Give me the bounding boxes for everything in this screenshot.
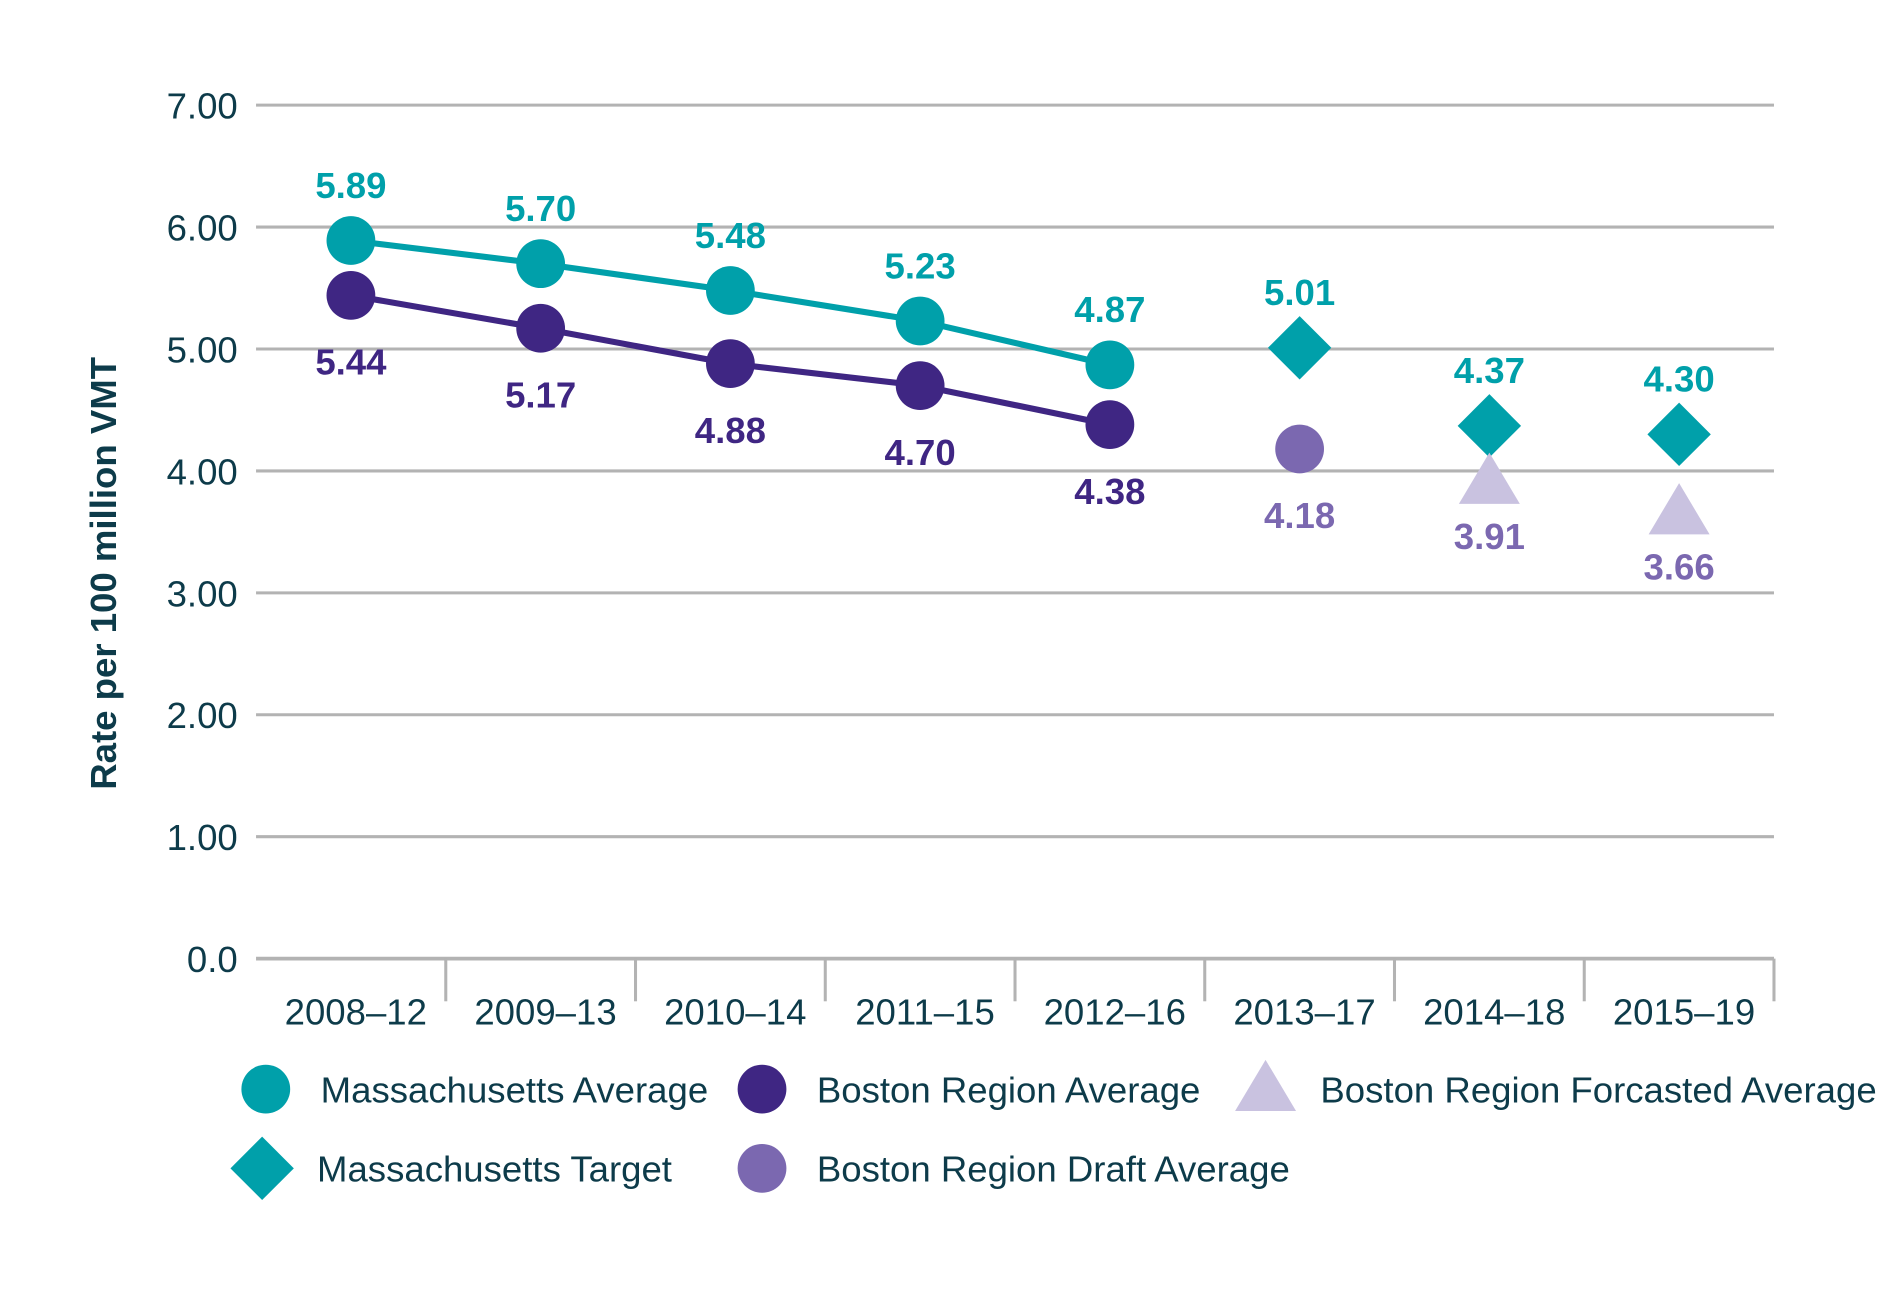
massachusetts-target-point [1647, 402, 1711, 467]
y-axis-ticks: 0.0 1.00 2.00 3.00 4.00 5.00 6.00 7.00 [167, 86, 238, 980]
massachusetts-target-data-label: 4.30 [1644, 359, 1715, 400]
boston-region-average-point [326, 270, 376, 320]
y-tick-label: 3.00 [167, 573, 238, 614]
y-tick-label: 0.0 [187, 939, 238, 980]
legend-boston-region-average-icon [737, 1064, 787, 1114]
boston-region-average-point [895, 361, 945, 410]
boston-region-forcasted-average-data-label: 3.66 [1644, 546, 1715, 587]
boston-region-average-point [706, 339, 755, 389]
massachusetts-target-data-label: 4.37 [1454, 350, 1525, 391]
x-tick-label: 2009–13 [474, 991, 616, 1032]
boston-region-average-data-label: 4.70 [885, 432, 956, 473]
y-tick-label: 7.00 [167, 86, 238, 127]
massachusetts-average-data-label: 5.70 [505, 188, 576, 229]
massachusetts-average-point [706, 266, 755, 315]
x-tick-label: 2013–17 [1233, 991, 1375, 1032]
massachusetts-average-data-label: 4.87 [1074, 289, 1145, 330]
x-tick-label: 2015–19 [1613, 991, 1755, 1032]
legend-boston-region-draft-average-label: Boston Region Draft Average [817, 1149, 1290, 1190]
boston-region-average-data-label: 5.17 [505, 375, 576, 416]
legend-boston-region-forcasted-average-label: Boston Region Forcasted Average [1320, 1069, 1876, 1110]
data-labels: 5.89 5.70 5.48 5.23 4.87 5.44 5.17 4.88 4.70 4.38… [315, 165, 1714, 588]
massachusetts-target-point [1267, 316, 1332, 380]
x-tick-label: 2014–18 [1423, 991, 1565, 1032]
massachusetts-average-data-label: 5.23 [885, 245, 956, 286]
boston-region-average-data-label: 4.88 [695, 410, 766, 451]
legend-boston-region-forcasted-average-icon [1235, 1059, 1297, 1112]
massachusetts-average-point [1085, 340, 1135, 390]
legend-boston-region-draft-average-icon [737, 1143, 787, 1193]
massachusetts-average-point [895, 296, 945, 346]
x-axis: 2008–12 2009–13 2010–14 2011–15 2012–16 2013–… [285, 958, 1776, 1032]
boston-region-average-point [1085, 400, 1135, 449]
boston-region-forcasted-average-point [1458, 452, 1520, 504]
legend-massachusetts-average-icon [241, 1064, 291, 1114]
boston-region-average-point [516, 303, 566, 353]
series-layer [326, 216, 1711, 535]
y-tick-label: 4.00 [167, 451, 238, 492]
x-tick-label: 2008–12 [285, 991, 427, 1032]
boston-region-draft-average-point [1275, 424, 1325, 474]
y-tick-label: 2.00 [167, 695, 238, 736]
y-tick-label: 6.00 [167, 207, 238, 248]
massachusetts-average-data-label: 5.89 [315, 165, 386, 206]
legend-massachusetts-target-icon [230, 1136, 294, 1201]
x-tick-label: 2011–15 [855, 991, 995, 1032]
boston-region-average-data-label: 5.44 [315, 342, 387, 383]
legend: Massachusetts Average Boston Region Avera… [230, 1059, 1877, 1201]
boston-region-forcasted-average-data-label: 3.91 [1454, 516, 1525, 557]
y-axis-label: Rate per 100 million VMT [83, 357, 124, 790]
y-tick-label: 5.00 [167, 329, 238, 370]
legend-boston-region-average-label: Boston Region Average [817, 1069, 1201, 1110]
x-tick-label: 2012–16 [1044, 991, 1186, 1032]
boston-region-forcasted-average-point [1648, 483, 1710, 535]
boston-region-draft-average-data-label: 4.18 [1264, 495, 1335, 536]
massachusetts-average-point [326, 216, 376, 265]
massachusetts-average-point [516, 239, 566, 289]
massachusetts-target-point [1457, 394, 1522, 458]
x-tick-label: 2010–14 [664, 991, 806, 1032]
massachusetts-target-data-label: 5.01 [1264, 272, 1335, 313]
legend-massachusetts-target-label: Massachusetts Target [317, 1149, 672, 1190]
y-tick-label: 1.00 [167, 817, 238, 858]
boston-region-average-data-label: 4.38 [1074, 471, 1145, 512]
massachusetts-average-data-label: 5.48 [695, 215, 766, 256]
legend-massachusetts-average-label: Massachusetts Average [321, 1069, 709, 1110]
gridlines [256, 103, 1774, 961]
